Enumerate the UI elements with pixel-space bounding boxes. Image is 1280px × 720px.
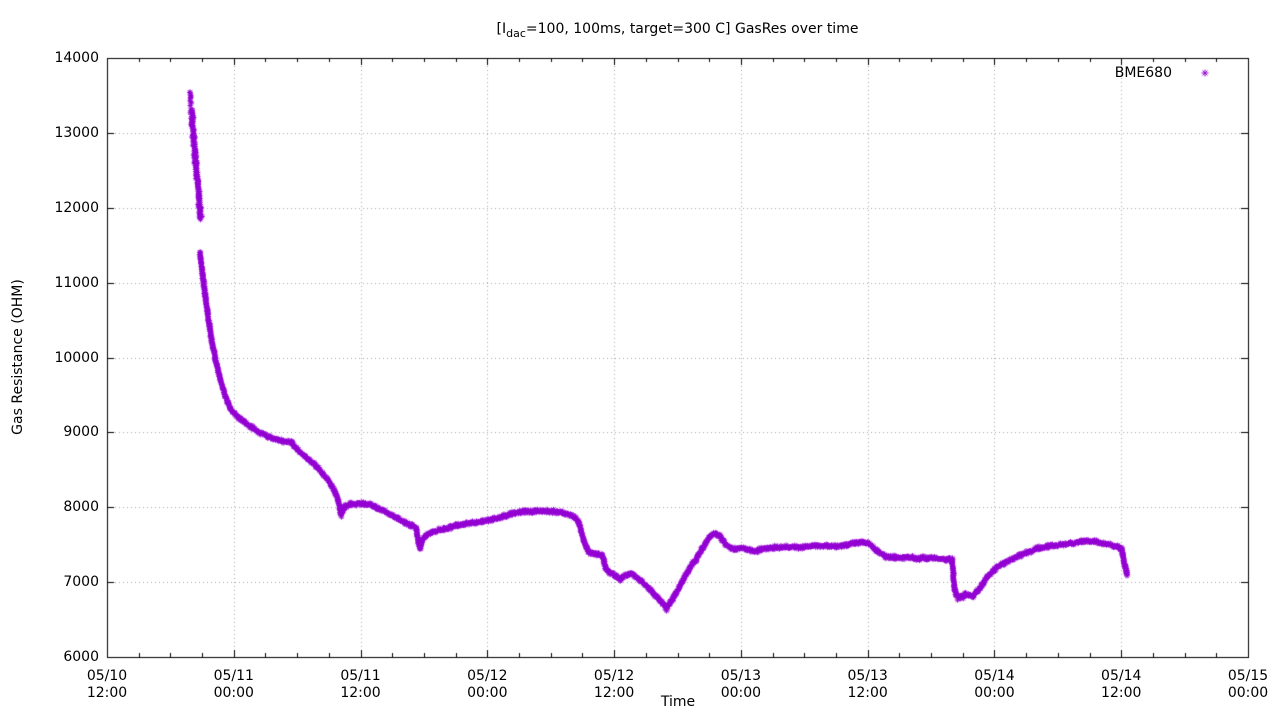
y-tick-label: 11000 — [54, 274, 99, 291]
x-tick-time: 12:00 — [1101, 685, 1142, 701]
x-tick-time: 00:00 — [974, 685, 1015, 701]
y-tick-label: 12000 — [54, 199, 99, 216]
y-tick-label: 14000 — [54, 50, 99, 66]
x-axis-label: Time — [660, 694, 696, 710]
chart-title-subscript: dac — [506, 26, 526, 40]
y-tick-label: 9000 — [63, 424, 99, 441]
x-tick-date: 05/14 — [1101, 668, 1142, 684]
y-tick-label: 10000 — [54, 349, 99, 366]
y-tick-label: 8000 — [63, 499, 99, 516]
x-tick-label: 05/12 00:00 — [447, 668, 527, 702]
y-axis-label: Gas Resistance (OHM) — [10, 279, 26, 435]
x-tick-date: 05/11 — [340, 668, 381, 684]
x-tick-date: 05/15 — [1227, 668, 1269, 684]
x-tick-label: 05/15 00:00 — [1208, 668, 1280, 702]
chart-title: [Idac=100, 100ms, target=300 C] GasRes o… — [107, 21, 1248, 40]
y-tick-label: 6000 — [63, 649, 99, 665]
x-tick-label: 05/10 12:00 — [67, 668, 147, 702]
x-tick-time: 12:00 — [340, 685, 381, 701]
x-tick-date: 05/13 — [847, 668, 888, 684]
x-tick-label: 05/13 00:00 — [701, 668, 781, 702]
x-tick-time: 12:00 — [86, 685, 128, 701]
x-tick-label: 05/13 12:00 — [828, 668, 908, 702]
x-tick-time: 00:00 — [213, 685, 254, 701]
chart-title-prefix: [I — [496, 21, 507, 37]
x-tick-date: 05/13 — [720, 668, 762, 684]
x-tick-time: 00:00 — [1227, 685, 1269, 701]
x-tick-label: 05/12 12:00 — [574, 668, 654, 702]
x-tick-date: 05/11 — [213, 668, 254, 684]
x-tick-date: 05/12 — [593, 668, 635, 684]
y-tick-label: 13000 — [54, 124, 99, 141]
x-tick-time: 00:00 — [720, 685, 762, 701]
x-tick-date: 05/12 — [467, 668, 508, 684]
x-tick-time: 12:00 — [847, 685, 888, 701]
x-tick-time: 00:00 — [467, 685, 508, 701]
x-tick-label: 05/14 12:00 — [1081, 668, 1161, 702]
x-tick-label: 05/14 00:00 — [954, 668, 1034, 702]
x-tick-label: 05/11 12:00 — [321, 668, 401, 702]
x-tick-date: 05/10 — [86, 668, 128, 684]
legend-series-label: BME680 — [1114, 65, 1172, 81]
x-tick-time: 12:00 — [593, 685, 635, 701]
y-tick-label: 7000 — [63, 574, 99, 591]
x-tick-label: 05/11 00:00 — [194, 668, 274, 702]
x-tick-date: 05/14 — [974, 668, 1015, 684]
chart-title-suffix: =100, 100ms, target=300 C] GasRes over t… — [525, 21, 859, 37]
